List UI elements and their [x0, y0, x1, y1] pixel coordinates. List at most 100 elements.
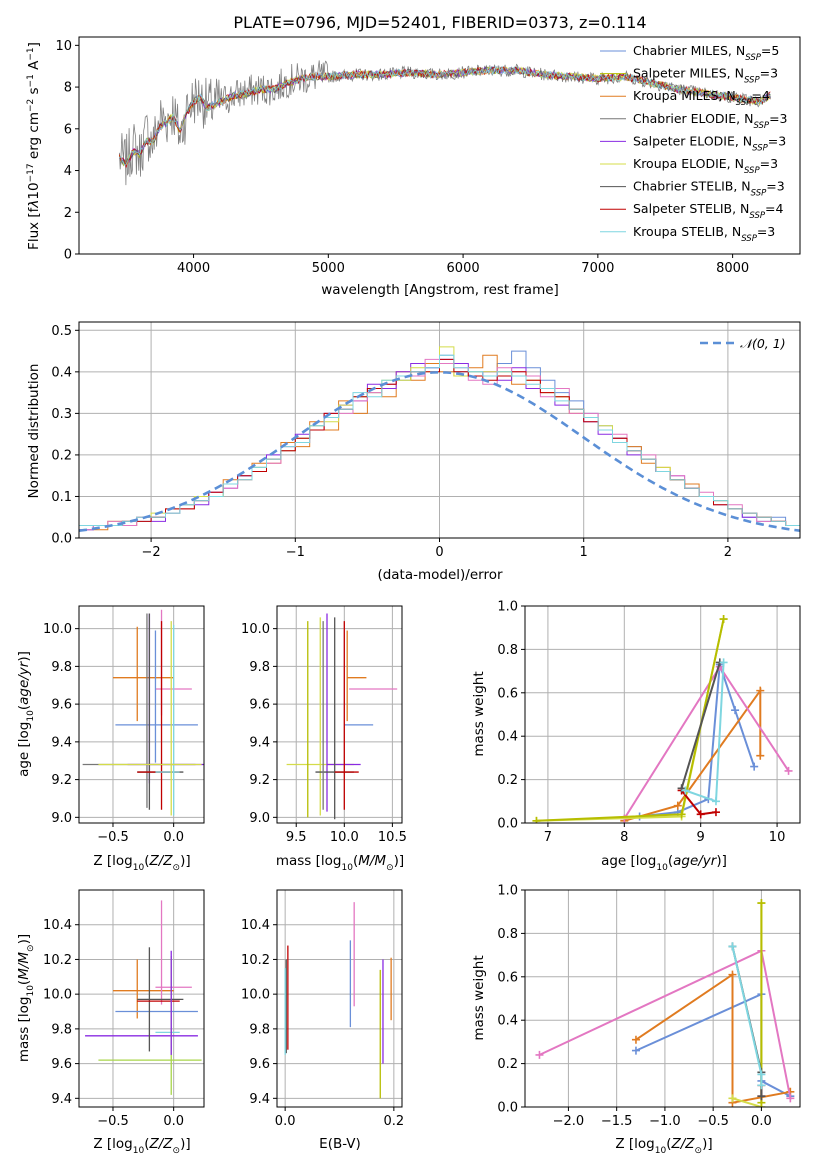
x-tick-label: −0.5: [97, 1114, 129, 1129]
y-tick-label: 10.0: [43, 622, 72, 637]
age-vs-metallicity-panel: −0.5 0.0 9.0 9.2 9.4 9.6 9.8 10.0 Z [log10(Z/Z⊙…: [16, 605, 205, 873]
axes-frame: [78, 889, 205, 1108]
histogram-group: [79, 346, 800, 538]
y-tick-label: 0.8: [497, 927, 518, 942]
y-tick-label: 9.6: [51, 1057, 72, 1072]
x-tick-label: 2: [724, 545, 732, 560]
weight-vs-metallicity-y-label: mass weight: [471, 955, 487, 1040]
y-tick-label: 0.4: [497, 1014, 518, 1029]
x-tick-label: 10.5: [378, 830, 407, 845]
y-tick-label: 9.6: [51, 698, 72, 713]
y-tick-label: 10: [55, 39, 72, 54]
axes-frame: [524, 889, 801, 1108]
x-tick-label: 8: [620, 830, 628, 845]
weight-point-marker: [750, 762, 759, 771]
mass-vs-extinction-panel: 0.0 0.2 9.4 9.6 9.8 10.0 10.2 10.4 E(B-V): [241, 889, 404, 1152]
age-vs-metallicity-y-label: age [log10(age/yr)]: [16, 651, 36, 777]
y-tick-label: 9.8: [249, 660, 270, 675]
errorbar-point: [112, 626, 174, 722]
weight-vs-age-y-label: mass weight: [471, 671, 487, 756]
y-tick-label: 0.0: [497, 1101, 518, 1116]
y-tick-label: 10.4: [241, 918, 270, 933]
weight-point-marker: [631, 1035, 640, 1044]
weight-point-marker: [786, 1094, 795, 1103]
weight-point-marker: [728, 942, 737, 951]
residuals-panel: −2 −1 0 1 2 0.0 0.1 0.2 0.3 0.4 0.5 𝒩(0, 1) (data-m…: [26, 321, 801, 583]
y-tick-label: 9.2: [249, 773, 270, 788]
x-tick-label: 0.0: [275, 1114, 296, 1129]
y-tick-label: 0.6: [497, 686, 518, 701]
mass-vs-metallicity-y-label: mass [log10(M/M⊙)]: [16, 934, 36, 1062]
age-vs-metallicity-plot-area: −0.5 0.0 9.0 9.2 9.4 9.6 9.8 10.0: [43, 605, 205, 845]
weight-point-marker: [719, 658, 728, 667]
y-tick-label: 9.6: [249, 698, 270, 713]
x-tick-label: 9.5: [286, 830, 307, 845]
x-tick-label: −2: [142, 545, 161, 560]
x-tick-label: 1: [580, 545, 588, 560]
legend-label: Chabrier STELIB, NSSP=3: [633, 179, 785, 199]
y-tick-label: 9.8: [249, 1022, 270, 1037]
weight-point-marker: [677, 810, 686, 819]
x-tick-label: −2.0: [553, 1114, 585, 1129]
errorbar-point: [155, 624, 180, 816]
model-spectrum-line: [119, 66, 771, 168]
axes-frame: [276, 889, 403, 1108]
legend-label: Chabrier ELODIE, NSSP=3: [633, 111, 788, 131]
axes-frame: [78, 321, 801, 539]
legend-label: Salpeter STELIB, NSSP=4: [633, 201, 783, 221]
residuals-y-label: Normed distribution: [26, 364, 42, 499]
y-tick-label: 2: [64, 206, 72, 221]
weight-point-marker: [681, 786, 690, 795]
weight-point-marker: [757, 899, 766, 908]
y-tick-label: 10.0: [241, 988, 270, 1003]
axes-frame: [78, 36, 801, 255]
figure-title: PLATE=0796, MJD=52401, FIBERID=0373, z=0…: [233, 13, 646, 32]
x-tick-label: 0: [435, 545, 443, 560]
spectrum-y-label: Flux [fλ10−17 erg cm−2 s−1 A−1]: [26, 42, 42, 250]
weight-point-marker: [756, 751, 765, 760]
x-tick-label: 7: [544, 830, 552, 845]
legend-label: Salpeter MILES, NSSP=3: [633, 66, 778, 86]
x-tick-label: 0.0: [163, 830, 184, 845]
weight-point-marker: [757, 1081, 766, 1090]
y-tick-label: 9.8: [51, 660, 72, 675]
residuals-x-label: (data-model)/error: [377, 567, 503, 583]
weight-vs-metallicity-x-label: Z [log10(Z/Z⊙)]: [615, 1136, 712, 1156]
x-tick-label: 0.0: [163, 1114, 184, 1129]
weight-vs-age-panel: 7 8 9 10 0.0 0.2 0.4 0.6 0.8 1.0 age [log10(age/y…: [471, 600, 801, 873]
x-tick-label: 0.0: [751, 1114, 772, 1129]
errorbar-point: [115, 630, 198, 763]
age-vs-mass-plot-area: 9.5 10.0 10.5 9.0 9.2 9.4 9.6 9.8 10.0: [241, 605, 407, 845]
legend-label: Kroupa STELIB, NSSP=3: [633, 224, 775, 244]
y-tick-label: 0.2: [497, 1057, 518, 1072]
y-tick-label: 9.4: [249, 1092, 270, 1107]
y-tick-label: 9.0: [249, 811, 270, 826]
y-tick-label: 10.0: [43, 988, 72, 1003]
mass-vs-metallicity-panel: −0.5 0.0 9.4 9.6 9.8 10.0 10.2 10.4 Z [log10(Z/…: [16, 889, 205, 1156]
y-tick-label: 0: [64, 248, 72, 263]
weight-point-marker: [719, 615, 728, 624]
y-tick-label: 0.1: [51, 490, 72, 505]
errorbar-point: [98, 621, 202, 816]
x-tick-label: −1.0: [649, 1114, 681, 1129]
weight-vs-metallicity-panel: −2.0 −1.5 −1.0 −0.5 0.0 0.0 0.2 0.4 0.6 0.8 1.0 Z …: [471, 884, 801, 1156]
y-tick-label: 0.0: [497, 817, 518, 832]
y-tick-label: 9.6: [249, 1057, 270, 1072]
weight-point-marker: [757, 1092, 766, 1101]
y-tick-label: 9.0: [51, 811, 72, 826]
weight-point-marker: [673, 801, 682, 810]
weight-point-marker: [731, 706, 740, 715]
errorbar-point: [112, 959, 174, 1019]
age-vs-mass-panel: 9.5 10.0 10.5 9.0 9.2 9.4 9.6 9.8 10.0 mass [log…: [241, 605, 407, 873]
axes-frame: [524, 605, 801, 824]
mass-vs-extinction-plot-area: 0.0 0.2 9.4 9.6 9.8 10.0 10.2 10.4: [241, 889, 404, 1129]
weight-series-line: [680, 662, 721, 789]
weight-point-marker: [631, 1046, 640, 1055]
y-tick-label: 9.8: [51, 1022, 72, 1037]
x-tick-label: 6000: [447, 261, 480, 276]
x-tick-label: −0.5: [97, 830, 129, 845]
